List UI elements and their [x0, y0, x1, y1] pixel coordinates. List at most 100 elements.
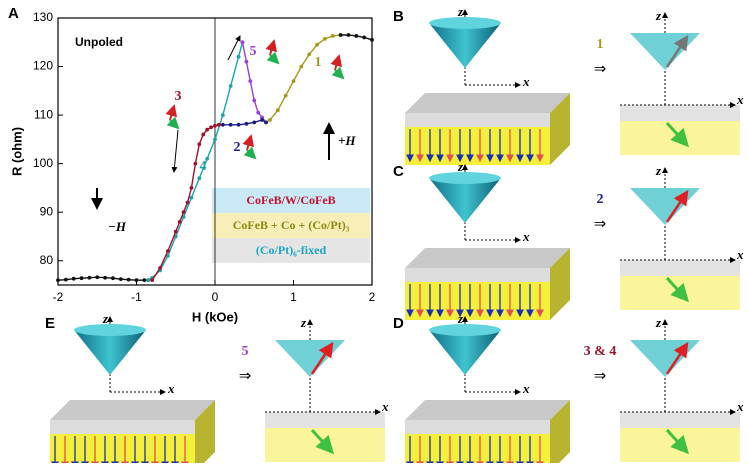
arrow [165, 104, 178, 121]
data-point [307, 52, 312, 57]
data-point [248, 79, 253, 84]
data-point [177, 219, 182, 224]
x-tick-label: -1 [131, 290, 142, 304]
panel-letter: B [393, 8, 404, 25]
x-tick-label: -2 [53, 290, 64, 304]
slab-top [405, 93, 570, 113]
axis-label: z [457, 159, 464, 174]
data-point [126, 277, 131, 282]
arrow [665, 428, 690, 455]
data-point [220, 113, 225, 117]
slab-gray [405, 420, 550, 434]
y-axis-title: R (ohm) [9, 127, 24, 176]
arrow [665, 121, 690, 148]
panel-letter: E [45, 315, 55, 332]
annotation: −H [108, 219, 127, 234]
data-point [79, 276, 84, 281]
x-tick-label: 0 [212, 290, 219, 304]
cone [429, 330, 501, 375]
data-point [228, 122, 233, 127]
data-point [71, 276, 76, 281]
series-line [151, 124, 220, 281]
panel-letter: A [8, 5, 19, 22]
arrow [665, 189, 689, 223]
arrow [330, 54, 343, 71]
data-point [189, 195, 194, 200]
data-point [185, 200, 190, 205]
axis-label: x [167, 381, 175, 396]
data-point [205, 127, 210, 132]
step-label: 2 [597, 192, 604, 207]
implies: ⇒ [594, 216, 607, 232]
data-point [330, 34, 335, 38]
data-point [362, 35, 367, 40]
slab-yellow [50, 434, 195, 468]
data-point [173, 229, 178, 234]
slab-yellow [405, 127, 550, 165]
implies: ⇒ [594, 61, 607, 77]
axis-label: z [457, 4, 464, 19]
arrow [243, 146, 257, 160]
panel-letter: C [393, 163, 404, 180]
y-tick-label: 100 [33, 156, 53, 170]
data-point [240, 40, 245, 45]
arrow [310, 428, 335, 455]
arrow [310, 341, 334, 375]
cone [74, 330, 146, 375]
data-point [264, 120, 268, 125]
x-tick-label: 1 [290, 290, 297, 304]
y-tick-label: 80 [40, 253, 54, 267]
layer-label: CoFeB/W/CoFeB [246, 193, 335, 207]
annotation: Unpoled [75, 35, 123, 49]
layer-label: (Co/Pt)₆-fixed [256, 243, 327, 257]
data-point [354, 34, 359, 38]
data-point [134, 278, 139, 283]
data-point [338, 33, 343, 37]
cone-inverted [630, 33, 700, 70]
data-point [197, 142, 202, 147]
axis-label: z [300, 315, 307, 330]
axis-label: z [655, 315, 662, 330]
layer-gray [620, 412, 740, 428]
arrow [265, 39, 278, 56]
data-point [193, 161, 198, 166]
slab-top [405, 248, 570, 268]
step-label: 5 [242, 344, 249, 359]
cone-top [74, 324, 146, 336]
slab-gray [50, 420, 195, 434]
arrow [665, 276, 690, 303]
arrow [242, 134, 255, 151]
y-tick-label: 90 [40, 204, 54, 218]
layer-label: CoFeB + Co + (Co/Pt)₃ [233, 218, 350, 232]
implies: ⇒ [239, 368, 252, 384]
annotation: 2 [234, 140, 241, 155]
data-point [346, 33, 351, 37]
data-point [166, 249, 170, 253]
arrow [266, 51, 280, 65]
slab-side [195, 400, 215, 468]
data-point [220, 122, 225, 127]
annotation: 1 [315, 55, 322, 70]
data-point [213, 123, 217, 128]
slab-side [550, 248, 570, 320]
data-point [268, 118, 272, 122]
data-point [63, 277, 68, 282]
axis-label: x [736, 247, 744, 262]
axis-label: x [522, 381, 530, 396]
data-point [103, 275, 107, 280]
cone-top [429, 324, 501, 336]
slab-gray [405, 268, 550, 282]
slab-yellow [405, 282, 550, 320]
data-point [291, 79, 296, 84]
data-point [209, 125, 213, 130]
slab-side [550, 93, 570, 165]
y-tick-label: 110 [34, 107, 53, 121]
layer-gray [620, 105, 740, 121]
data-point [166, 253, 170, 258]
data-point [283, 93, 288, 98]
data-point [252, 120, 257, 125]
slab-top [405, 400, 570, 420]
data-point [197, 176, 202, 181]
layer-gray [620, 260, 740, 276]
